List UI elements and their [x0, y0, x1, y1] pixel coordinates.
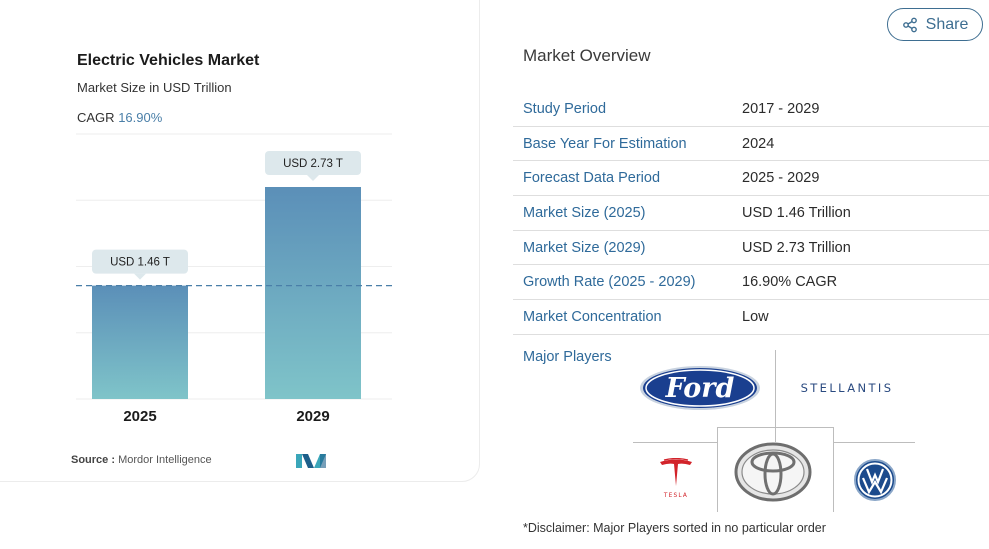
share-button[interactable]: Share	[887, 8, 983, 41]
overview-row-value: USD 1.46 Trillion	[742, 204, 851, 221]
chart-subtitle: Market Size in USD Trillion	[77, 80, 232, 95]
overview-row-label: Forecast Data Period	[523, 170, 661, 187]
overview-row: Market Size (2029) USD 2.73 Trillion	[513, 231, 989, 266]
overview-row-value: USD 2.73 Trillion	[742, 239, 851, 256]
bar-chart: USD 1.46 T USD 2.73 T 2025 2029	[76, 133, 392, 425]
market-size-card	[0, 0, 480, 482]
overview-row-label: Study Period	[523, 100, 607, 117]
tesla-logo: TESLA	[660, 458, 692, 499]
data-label-pointer	[307, 175, 319, 181]
overview-title: Market Overview	[523, 46, 651, 65]
overview-row: Market Size (2025) USD 1.46 Trillion	[513, 196, 989, 231]
cagr-line: CAGR 16.90%	[77, 110, 162, 125]
overview-row-label: Market Concentration	[523, 308, 662, 325]
ford-logo-text: Ford	[665, 373, 735, 404]
overview-row-value: 2024	[742, 135, 775, 152]
overview-row: Growth Rate (2025 - 2029) 16.90% CAGR	[513, 265, 989, 301]
overview-row-value: 2025 - 2029	[742, 170, 820, 187]
stellantis-logo-text: STELLANTIS	[801, 381, 894, 395]
major-players-label: Major Players	[523, 349, 612, 365]
share-icon	[902, 17, 917, 32]
bar-2025	[92, 285, 188, 399]
mordor-logo-icon	[296, 454, 326, 468]
data-label-pointer	[134, 273, 146, 280]
overview-table: Study Period 2017 - 2029 Base Year For Est…	[513, 92, 989, 335]
overview-row: Forecast Data Period 2025 - 2029	[513, 161, 989, 197]
disclaimer-note: *Disclaimer: Major Players sorted in no …	[523, 521, 826, 535]
ford-logo: Ford	[640, 366, 760, 410]
x-tick-label: 2025	[123, 408, 156, 425]
overview-row-label: Base Year For Estimation	[523, 135, 687, 152]
data-label: USD 1.46 T	[110, 257, 170, 269]
x-tick-label: 2029	[296, 408, 329, 425]
overview-row: Base Year For Estimation 2024	[513, 127, 989, 162]
players-grid	[633, 350, 915, 512]
toyota-logo	[734, 442, 812, 502]
data-label-box	[92, 249, 188, 274]
data-label: USD 2.73 T	[283, 158, 343, 170]
stellantis-logo: STELLANTIS	[801, 381, 894, 395]
overview-row-value: 16.90% CAGR	[742, 274, 838, 291]
source-note: Source : Mordor Intelligence	[71, 454, 212, 466]
overview-row: Market Concentration Low	[513, 300, 989, 335]
source-value: Mordor Intelligence	[118, 454, 212, 466]
overview-row-label: Market Size (2025)	[523, 204, 646, 221]
tesla-logo-text: TESLA	[663, 493, 688, 499]
overview-row-label: Market Size (2029)	[523, 239, 646, 256]
cagr-label: CAGR	[77, 110, 115, 125]
chart-title: Electric Vehicles Market	[77, 52, 260, 69]
overview-row-label: Growth Rate (2025 - 2029)	[523, 274, 696, 291]
volkswagen-logo	[854, 459, 896, 501]
bar-2029	[265, 187, 361, 399]
data-label-box	[265, 151, 361, 175]
overview-row-value: Low	[742, 308, 769, 325]
overview-row: Study Period 2017 - 2029	[513, 92, 989, 127]
share-label: Share	[925, 15, 969, 33]
cagr-value: 16.90%	[118, 110, 163, 125]
source-label: Source :	[71, 454, 116, 466]
overview-row-value: 2017 - 2029	[742, 100, 820, 117]
